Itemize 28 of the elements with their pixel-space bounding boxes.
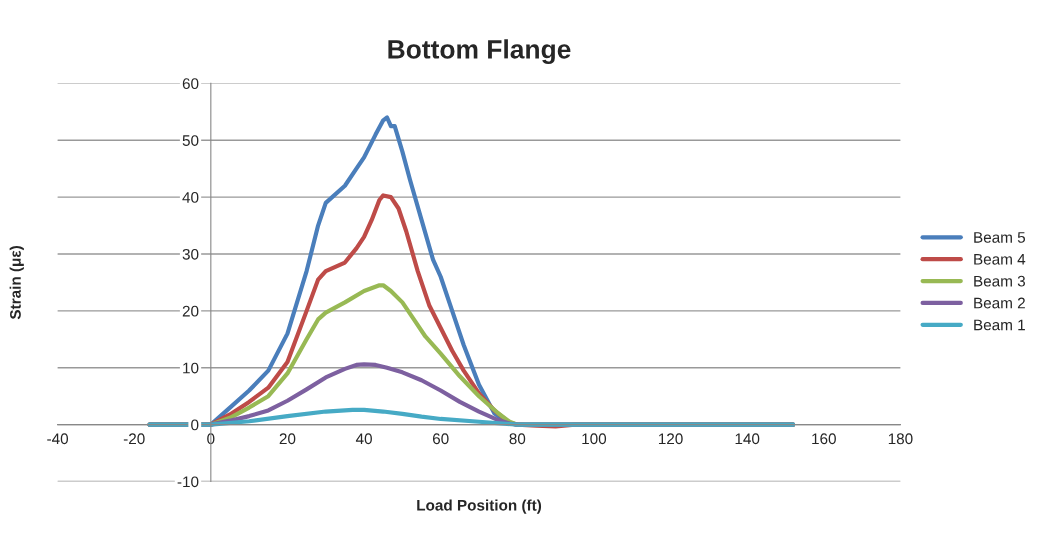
chart-title: Bottom Flange — [388, 39, 571, 64]
x-axis-title: Load Position (ft) — [417, 499, 542, 514]
x-tick-label: 60 — [432, 433, 449, 445]
x-tick-label: 160 — [812, 433, 836, 445]
y-tick-label: 40 — [182, 192, 199, 203]
x-tick-label: -40 — [47, 433, 69, 445]
legend-label: Beam 1 — [974, 319, 1025, 331]
x-tick-label: 0 — [207, 433, 215, 445]
y-axis-title: Strain (με) — [9, 246, 24, 320]
x-tick-label: 20 — [279, 433, 296, 445]
legend-label: Beam 3 — [974, 275, 1025, 287]
x-tick-label: 140 — [735, 433, 760, 445]
y-tick-label: 50 — [182, 135, 199, 146]
y-tick-label: 30 — [182, 248, 199, 260]
y-tick-label: -10 — [177, 476, 199, 488]
x-tick-label: -20 — [123, 433, 145, 445]
legend-label: Beam 4 — [974, 254, 1026, 265]
y-tick-label: 10 — [183, 362, 199, 374]
x-tick-label: 100 — [582, 433, 607, 445]
y-tick-label: 0 — [191, 419, 199, 431]
x-tick-label: 120 — [658, 433, 683, 445]
x-tick-label: 80 — [509, 433, 526, 445]
x-tick-label: 180 — [888, 433, 913, 445]
y-tick-label: 20 — [182, 305, 199, 317]
x-tick-label: 40 — [355, 433, 372, 445]
legend-label: Beam 2 — [974, 297, 1025, 309]
legend-label: Beam 5 — [974, 232, 1026, 243]
y-tick-label: 60 — [182, 78, 199, 90]
